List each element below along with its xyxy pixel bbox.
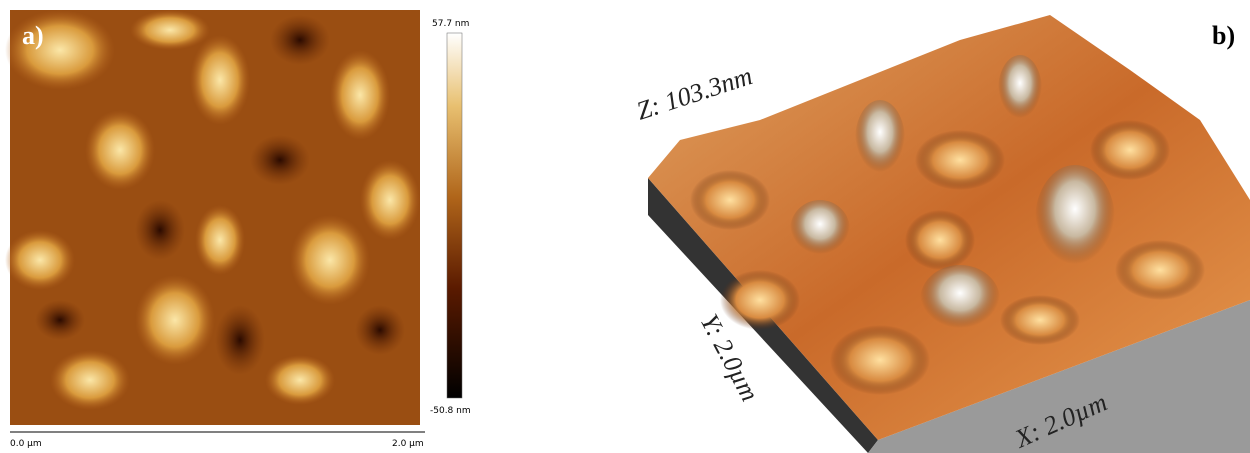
surface-3d	[648, 15, 1250, 453]
colorbar	[446, 32, 463, 399]
afm-image	[5, 10, 420, 425]
panel-label: b)	[1212, 21, 1235, 50]
x-end-label: 2.0 µm	[392, 439, 424, 449]
z-axis-label: Z: 103.3nm	[633, 61, 756, 126]
panel-label: a)	[22, 21, 44, 50]
colorbar-min: -50.8 nm	[430, 406, 471, 416]
colorbar-max: 57.7 nm	[432, 19, 469, 29]
x-start-label: 0.0 µm	[10, 439, 42, 449]
